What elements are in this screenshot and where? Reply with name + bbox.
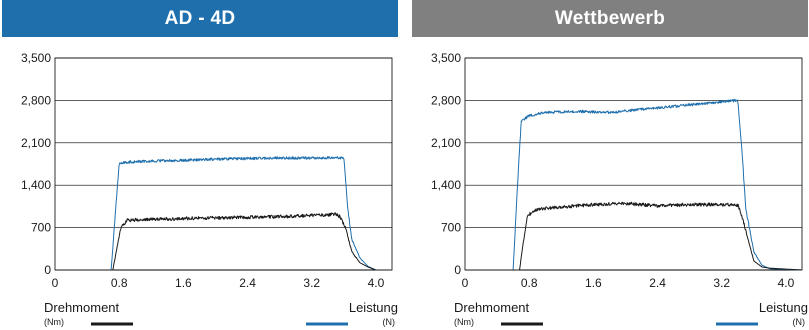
panel-title: Wettbewerb [412,0,808,37]
plot-frame [464,57,803,271]
x-tick-label: 0.8 [521,276,538,290]
y-tick-label: 700 [441,221,461,235]
x-tick-label: 1.6 [175,276,192,290]
series-line-drehmoment [465,201,802,271]
panel-title: AD - 4D [2,0,398,37]
legend-torque-label: Drehmoment [454,300,530,315]
series-line-leistung [465,98,802,271]
legend-torque-unit: (Nm) [44,317,64,327]
y-tick-label: 2,100 [21,136,51,150]
y-tick-label: 2,800 [21,93,51,107]
legend-force-unit: (N) [383,317,396,327]
x-tick-label: 3.2 [303,276,320,290]
chart-panel-ad4d: AD - 4D 0 700 1,400 2,100 2,800 3,500 0 0.8 1.6 2… [2,0,398,330]
y-tick-label: 0 [454,263,461,277]
x-tick-label: 0.8 [111,276,128,290]
series-line-leistung [55,156,392,271]
legend-torque-label: Drehmoment [44,300,120,315]
x-tick-label: 0 [462,276,469,290]
y-tick-label: 3,500 [431,51,461,65]
y-tick-label: 3,500 [21,51,51,65]
x-tick-label: 4.0 [778,276,795,290]
y-tick-label: 2,800 [431,93,461,107]
y-tick-label: 2,100 [431,136,461,150]
x-tick-label: 4.0 [368,276,385,290]
y-tick-label: 0 [44,263,51,277]
x-tick-label: 2.4 [649,276,666,290]
plot-frame [54,57,393,271]
x-tick-label: 1.6 [585,276,602,290]
y-tick-label: 1,400 [431,178,461,192]
legend-force-unit: (N) [793,317,806,327]
chart-svg: 0 700 1,400 2,100 2,800 3,500 0 0.8 1.6 2.4 3.2 4.0… [431,51,808,327]
series-line-drehmoment [55,212,392,271]
y-tick-label: 1,400 [21,178,51,192]
chart-panel-wettbewerb: Wettbewerb 0 700 1,400 2,100 2,800 3,500 0 0.8 1… [412,0,808,330]
legend-force-label: Leistung [349,300,398,315]
x-tick-label: 2.4 [239,276,256,290]
y-tick-label: 700 [31,221,51,235]
x-tick-label: 0 [52,276,59,290]
legend-torque-unit: (Nm) [454,317,474,327]
chart-svg: 0 700 1,400 2,100 2,800 3,500 0 0.8 1.6 2.4 3.2 4.0… [21,51,398,327]
x-tick-label: 3.2 [713,276,730,290]
legend-force-label: Leistung [759,300,808,315]
